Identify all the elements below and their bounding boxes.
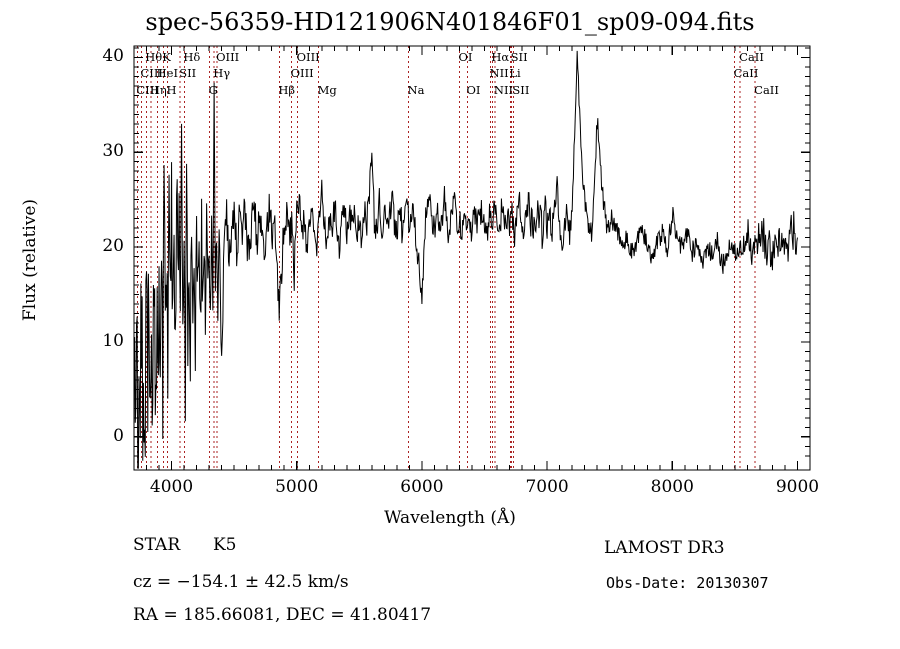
spectral-line-label: NII bbox=[489, 66, 509, 80]
spectral-line-markers bbox=[136, 46, 756, 470]
radial-velocity: cz = −154.1 ± 42.5 km/s bbox=[133, 572, 349, 592]
spectral-line-label: SII bbox=[510, 50, 528, 64]
x-tick-label: 7000 bbox=[525, 477, 569, 497]
object-class: STAR bbox=[133, 535, 181, 555]
y-tick-label: 20 bbox=[102, 236, 124, 257]
spectral-line-label: CaII bbox=[739, 50, 764, 64]
spectral-line-label: CIII bbox=[140, 66, 163, 80]
spectral-line-label: OIII bbox=[216, 50, 240, 64]
spectral-line-label: H bbox=[166, 83, 177, 97]
y-tick-label: 30 bbox=[102, 141, 124, 162]
y-axis-title: Flux (relative) bbox=[20, 198, 40, 322]
spectral-line-label: Hη bbox=[149, 83, 167, 97]
x-axis-title: Wavelength (Å) bbox=[384, 508, 516, 528]
coordinates: RA = 185.66081, DEC = 41.80417 bbox=[133, 605, 432, 625]
spectral-line-label: G bbox=[208, 83, 218, 97]
spectral-line-label: HeI bbox=[156, 66, 179, 80]
obs-date: Obs-Date: 20130307 bbox=[606, 574, 769, 592]
y-tick-label: 0 bbox=[113, 425, 124, 446]
spectral-line-label: OI bbox=[458, 50, 473, 64]
spectral-line-label: NII bbox=[493, 83, 514, 97]
spectral-line-label: Hβ bbox=[278, 83, 296, 97]
spectral-line-label: Hγ bbox=[213, 66, 231, 80]
page-title: spec-56359-HD121906N401846F01_sp09-094.f… bbox=[145, 8, 755, 36]
x-tick-label: 5000 bbox=[275, 477, 319, 497]
object-class-label: STAR K5 bbox=[133, 535, 236, 555]
x-tick-label: 9000 bbox=[775, 477, 820, 497]
spectrum-trace bbox=[133, 50, 798, 469]
spectral-line-label: K bbox=[162, 50, 171, 64]
object-subclass: K5 bbox=[212, 535, 237, 555]
spectral-line-label: OIII bbox=[296, 50, 320, 64]
y-tick-label: 10 bbox=[102, 330, 124, 351]
axes-frame bbox=[133, 45, 811, 471]
y-tick-label: 40 bbox=[102, 46, 124, 67]
spectral-line-label: Li bbox=[509, 66, 521, 80]
x-tick-label: 8000 bbox=[650, 477, 694, 497]
spectral-line-label: Na bbox=[407, 83, 425, 97]
survey-label: LAMOST DR3 bbox=[604, 538, 725, 558]
spectral-line-label: SII bbox=[512, 83, 530, 97]
spectral-line-label: CIII bbox=[136, 83, 159, 97]
spectral-line-label: OI bbox=[466, 83, 481, 97]
spectral-line-label: Hθ bbox=[145, 50, 163, 64]
x-tick-label: 6000 bbox=[400, 477, 444, 497]
spectral-line-label: CaII bbox=[754, 83, 779, 97]
spectral-line-label: SII bbox=[179, 66, 197, 80]
x-tick-label: 4000 bbox=[149, 477, 194, 497]
spectral-line-label: CaII bbox=[733, 66, 759, 80]
spectral-line-label: Mg bbox=[317, 83, 337, 97]
spectral-line-label: Hα bbox=[491, 50, 510, 64]
spectral-line-label: Hδ bbox=[183, 50, 201, 64]
spectral-line-label: OIII bbox=[290, 66, 314, 80]
